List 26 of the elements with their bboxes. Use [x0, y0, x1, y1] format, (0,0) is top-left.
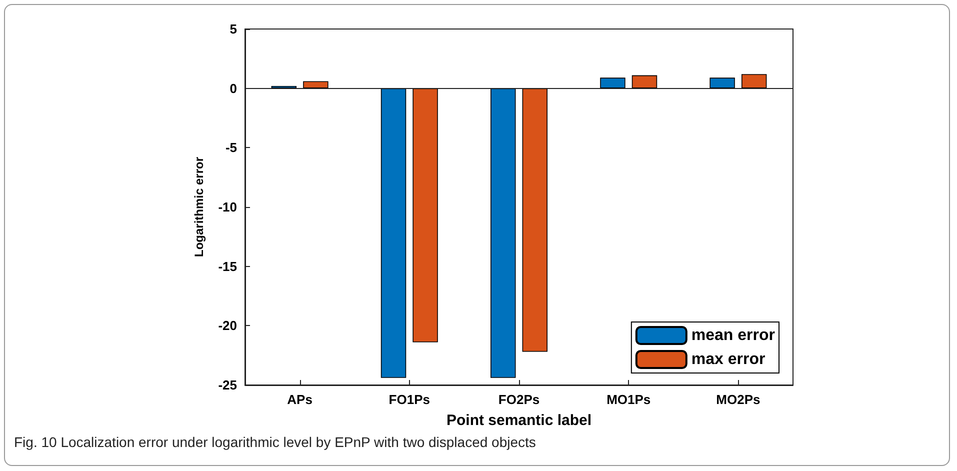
- y-tick-label: 0: [230, 80, 237, 96]
- bar: [303, 81, 328, 88]
- y-tick-label: -15: [218, 258, 237, 274]
- bar: [741, 74, 767, 88]
- y-tick-label: -10: [218, 200, 237, 214]
- x-tick-label: FO1Ps: [388, 392, 430, 407]
- y-tick-label: -25: [218, 378, 237, 392]
- y-tick-label: -5: [225, 140, 237, 156]
- bar: [490, 88, 516, 378]
- x-tick-label: FO2Ps: [498, 392, 540, 407]
- bar: [632, 75, 658, 88]
- y-tick-label: 5: [230, 22, 237, 36]
- bar: [412, 88, 438, 342]
- y-axis-title: Logarithmic error: [192, 156, 206, 258]
- y-tick-label: -20: [218, 318, 237, 334]
- x-tick-label: MO1Ps: [606, 392, 651, 407]
- bar: [380, 88, 406, 378]
- bar: [522, 88, 548, 352]
- bar: [710, 78, 735, 88]
- x-tick-label: APs: [287, 392, 312, 407]
- x-tick-label: MO2Ps: [716, 392, 760, 407]
- bar: [600, 78, 626, 88]
- legend-label: mean error: [691, 327, 775, 344]
- x-axis-title: Point semantic label: [446, 412, 592, 429]
- legend-label: max error: [691, 351, 766, 368]
- caption: Fig. 10 Localization error under logarithmic level by EPnP with two displaced objects: [14, 434, 536, 450]
